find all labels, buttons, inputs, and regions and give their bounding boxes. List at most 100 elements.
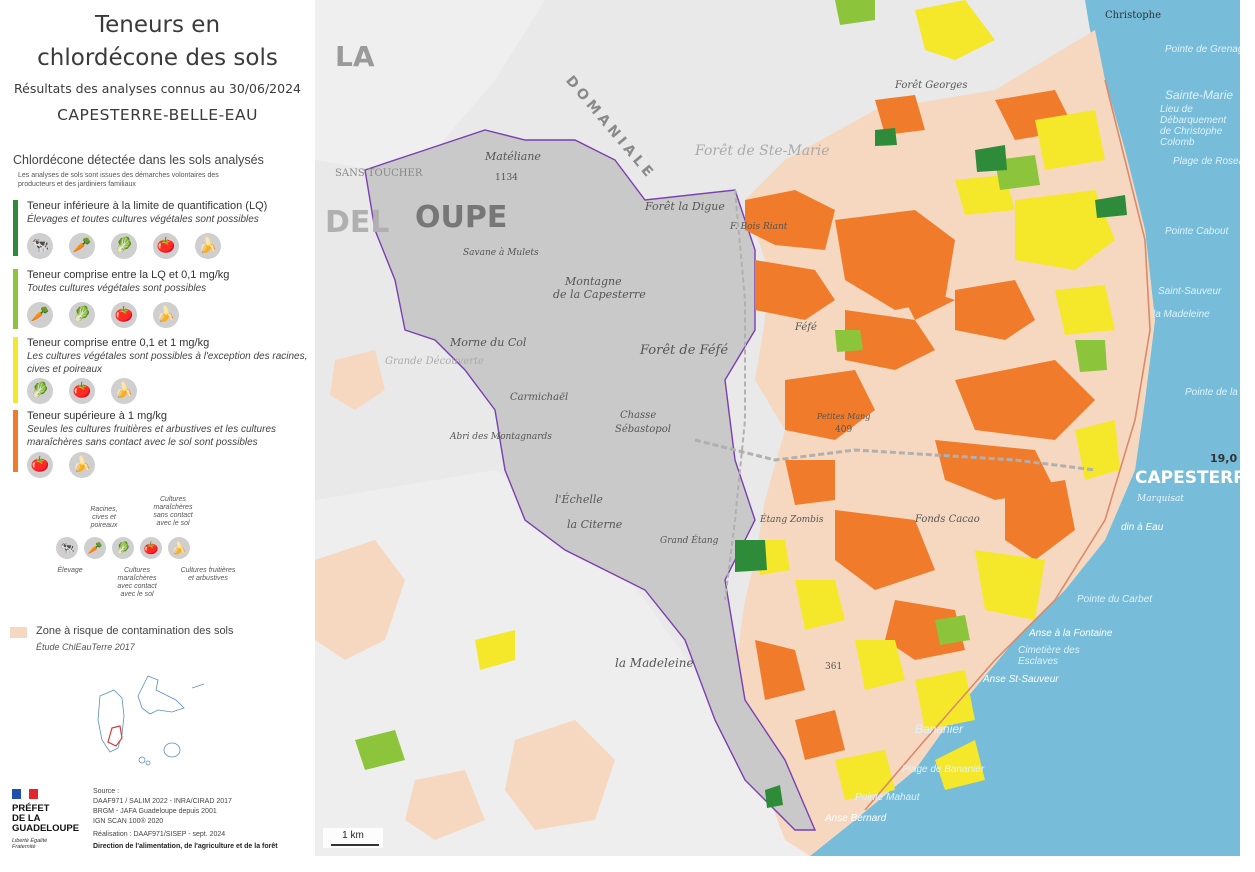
devise-text: Liberté Égalité Fraternité — [12, 838, 48, 850]
place-carmichael: Carmichaël — [510, 392, 569, 403]
place-citerne: la Citerne — [567, 518, 623, 531]
place-montagnards: Abri des Montagnards — [450, 432, 552, 442]
lettuce-icon: 🥬 — [112, 537, 134, 559]
sea-label-carbet: Pointe du Carbet — [1077, 594, 1153, 605]
place-savane-mulets: Savane à Mulets — [463, 248, 539, 258]
icon-key-livestock: Élevage — [57, 567, 83, 574]
lettuce-icon: 🥬 — [27, 378, 53, 404]
legend-panel: Teneurs en chlordécone des sols Résultat… — [0, 0, 315, 872]
legend-category-0-1-1: Teneur comprise entre 0,1 et 1 mg/kg Les… — [13, 337, 313, 404]
legend-color-swatch — [13, 410, 18, 472]
map-label-capesterre-pop: 19,0 — [1210, 452, 1238, 465]
icon-key-no-contact: Cultures maraîchères sans contact avec l… — [153, 496, 193, 527]
direction-text: Direction de l'alimentation, de l'agricu… — [93, 843, 278, 850]
legend-category-desc: Élevages et toutes cultures végétales so… — [27, 214, 259, 225]
prefet-line2: DE LA — [12, 813, 41, 824]
map-label-la: LA — [335, 40, 375, 73]
guadeloupe-inset-map — [97, 675, 205, 766]
legend-category-title: Teneur supérieure à 1 mg/kg — [27, 410, 168, 422]
banana-icon: 🍌 — [69, 452, 95, 478]
sea-label-pointe-mahaut: Pointe Mahaut — [855, 792, 920, 803]
place-bois-riant: F. Bois Riant — [730, 222, 788, 232]
legend-icons: 🥬 🍅 🍌 — [27, 378, 137, 404]
legend-category-title: Teneur inférieure à la limite de quantif… — [27, 200, 268, 212]
place-capesterre-mtn: de la Capesterre — [553, 288, 646, 301]
map-title-line2: chlordécone des sols — [37, 45, 278, 71]
altitude-361: 361 — [825, 662, 843, 672]
sea-label-grenage: Pointe de Grenage — [1165, 44, 1240, 55]
zone-risk-swatch — [10, 627, 27, 638]
banana-icon: 🍌 — [195, 233, 221, 259]
legend-section-title: Chlordécone détectée dans les sols analy… — [13, 153, 264, 167]
map-subtitle: Résultats des analyses connus au 30/06/2… — [14, 81, 301, 96]
place-sebastopol: Sébastopol — [615, 424, 671, 435]
sea-label-cimetiere: Cimetière des Esclaves — [1018, 645, 1080, 667]
commune-name: CAPESTERRE-BELLE-EAU — [57, 106, 258, 124]
legend-section-note: Les analyses de sols sont issues des dém… — [18, 172, 219, 188]
place-foret-fefe: Forêt de Féfé — [640, 343, 729, 358]
tomato-icon: 🍅 — [153, 233, 179, 259]
place-mateliane: Matéliane — [485, 150, 541, 163]
place-fefe: Féfé — [795, 322, 817, 333]
sea-label-anse-bernard: Anse Bernard — [825, 813, 887, 824]
icon-key-roots: Racines, cives et poireaux — [90, 506, 118, 529]
tomato-icon: 🍅 — [27, 452, 53, 478]
place-montagne: Montagne — [565, 275, 622, 288]
sea-label-roseau: Plage de Roseau — [1173, 156, 1240, 167]
legend-category-below-lq: Teneur inférieure à la limite de quantif… — [13, 200, 313, 259]
carrot-icon: 🥕 — [84, 537, 106, 559]
place-foret-georges: Forêt Georges — [895, 80, 968, 91]
cow-icon: 🐄 — [27, 233, 53, 259]
place-echelle: l'Échelle — [555, 493, 603, 506]
place-chasse: Chasse — [620, 410, 657, 421]
place-morne-col: Morne du Col — [450, 336, 527, 349]
sea-label-ste-marie: Sainte-Marie — [1165, 88, 1234, 102]
sea-label-saint-sauveur: Saint-Sauveur — [1158, 286, 1222, 297]
legend-icons: 🍅 🍌 — [27, 452, 95, 478]
place-grande-decouverte: Grande Découverte — [385, 356, 484, 367]
tomato-icon: 🍅 — [140, 537, 162, 559]
carrot-icon: 🥕 — [27, 302, 53, 328]
source-block: Source : DAAF971 / SALIM 2022 - INRA/CIR… — [93, 787, 278, 852]
legend-icons: 🐄 🥕 🥬 🍅 🍌 — [27, 233, 221, 259]
legend-category-title: Teneur comprise entre la LQ et 0,1 mg/kg — [27, 269, 230, 281]
legend-color-swatch — [13, 269, 18, 329]
legend-category-desc: Les cultures végétales sont possibles à … — [27, 351, 308, 375]
sea-label-cabout: Pointe Cabout — [1165, 226, 1229, 237]
legend-category-above-1: Teneur supérieure à 1 mg/kg Seules les c… — [13, 410, 313, 478]
legend-category-desc: Seules les cultures fruitières et arbust… — [27, 424, 276, 448]
prefet-line1: PRÉFET — [12, 803, 50, 814]
lettuce-icon: 🥬 — [111, 233, 137, 259]
map-label-del: DEL — [325, 205, 390, 240]
altitude-1134: 1134 — [495, 173, 518, 183]
place-etang-zombis: Étang Zombis — [760, 515, 824, 525]
icon-key-fruit: Cultures fruitières et arbustives — [180, 567, 236, 582]
place-foret-ste-marie: Forêt de Ste-Marie — [695, 143, 830, 159]
legend-color-swatch — [13, 200, 18, 256]
place-foret-la-digue: Forêt la Digue — [645, 200, 725, 213]
map-title-line1: Teneurs en — [94, 12, 221, 38]
legend-category-title: Teneur comprise entre 0,1 et 1 mg/kg — [27, 337, 210, 349]
map-view[interactable]: LA OUPE DEL DOMANIALE CAPESTERRE 19,0 Ch… — [315, 0, 1240, 856]
place-christophe: Christophe — [1105, 10, 1162, 21]
legend-category-desc: Toutes cultures végétales sont possibles — [27, 283, 207, 294]
sea-label-fontaine: Anse à la Fontaine — [1029, 628, 1113, 639]
map-canvas — [315, 0, 1240, 856]
map-label-oupe: OUPE — [415, 200, 508, 235]
place-sans-toucher: SANS TOUCHER — [335, 168, 423, 179]
legend-color-swatch — [13, 337, 18, 403]
carrot-icon: 🥕 — [69, 233, 95, 259]
altitude-409: 409 — [835, 425, 853, 435]
place-marquisat: Marquisat — [1137, 494, 1184, 504]
sea-label-pointe: Pointe de la — [1185, 387, 1238, 398]
map-label-capesterre: CAPESTERRE — [1135, 468, 1240, 488]
realisation-text: Réalisation : DAAF971/SISEP - sept. 2024 — [93, 831, 226, 838]
prefet-logo: PRÉFET DE LA GUADELOUPE Liberté Égalité … — [12, 786, 79, 850]
lettuce-icon: 🥬 — [69, 302, 95, 328]
legend-category-lq-0-1: Teneur comprise entre la LQ et 0,1 mg/kg… — [13, 269, 313, 329]
source-line: IGN SCAN 100® 2020 — [93, 818, 164, 825]
place-petites-mangles: Petites Mang — [817, 412, 871, 421]
source-line: BRGM - JAFA Guadeloupe depuis 2001 — [93, 808, 217, 815]
place-fonds-cacao: Fonds Cacao — [915, 514, 980, 525]
banana-icon: 🍌 — [168, 537, 190, 559]
